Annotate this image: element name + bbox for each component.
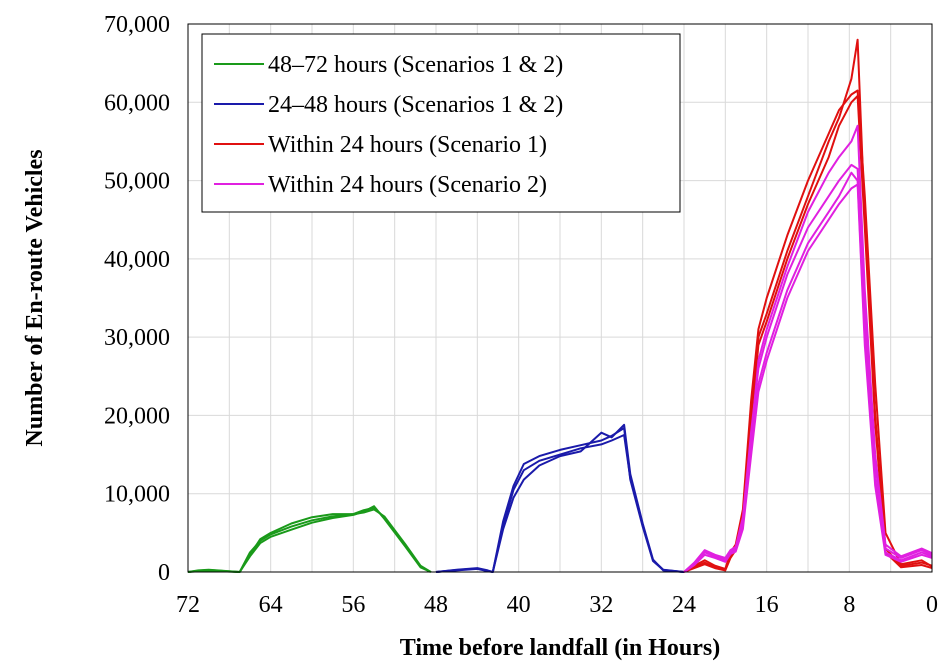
legend: 48–72 hours (Scenarios 1 & 2) 24–48 hours… [201, 33, 681, 213]
x-tick-label: 64 [259, 592, 283, 618]
y-tick-label: 60,000 [104, 90, 170, 116]
y-tick-label: 10,000 [104, 482, 170, 508]
x-tick-label: 40 [507, 592, 531, 618]
legend-label: 48–72 hours (Scenarios 1 & 2) [268, 52, 563, 78]
series-lines [187, 38, 933, 573]
x-tick-label: 8 [843, 592, 855, 618]
y-tick-labels: 0 10,000 20,000 30,000 40,000 50,000 60,000 70,… [104, 12, 170, 586]
y-tick-label: 50,000 [104, 169, 170, 195]
legend-label: Within 24 hours (Scenario 1) [268, 132, 547, 158]
legend-box [201, 33, 681, 213]
series-line [187, 508, 432, 573]
y-tick-label: 40,000 [104, 247, 170, 273]
series-line [683, 95, 933, 573]
x-axis-label: Time before landfall (in Hours) [400, 635, 720, 661]
series-line [683, 89, 933, 573]
x-tick-label: 24 [672, 592, 696, 618]
series-line [683, 183, 933, 573]
x-tick-label: 16 [755, 592, 779, 618]
y-tick-label: 20,000 [104, 403, 170, 429]
x-tick-labels: 72 64 56 48 40 32 24 16 8 0 [176, 592, 938, 618]
legend-label: Within 24 hours (Scenario 2) [268, 172, 547, 198]
x-tick-label: 72 [176, 592, 200, 618]
x-tick-label: 48 [424, 592, 448, 618]
legend-label: 24–48 hours (Scenarios 1 & 2) [268, 92, 563, 118]
y-axis-label: Number of En-route Vehicles [22, 149, 48, 446]
series-line [683, 124, 933, 573]
plot-frame [187, 23, 933, 573]
y-tick-label: 0 [158, 560, 170, 586]
series-line [435, 427, 685, 573]
x-tick-label: 32 [589, 592, 613, 618]
y-tick-label: 30,000 [104, 325, 170, 351]
x-tick-label: 0 [926, 592, 938, 618]
y-tick-label: 70,000 [104, 12, 170, 38]
x-tick-label: 56 [341, 592, 365, 618]
